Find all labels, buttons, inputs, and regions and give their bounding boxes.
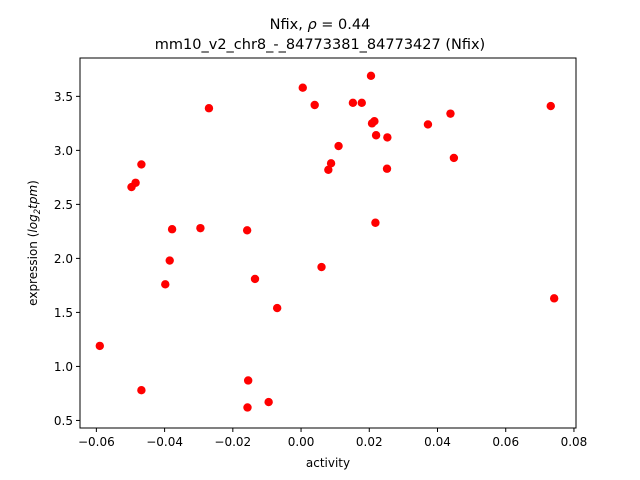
y-axis: 0.5 1.0 1.5 2.0 2.5 3.0 3.5 xyxy=(54,90,80,428)
data-point xyxy=(317,262,326,272)
data-point xyxy=(446,109,455,118)
y-tick-label: 3.5 xyxy=(54,90,73,104)
data-point xyxy=(423,120,433,129)
x-tick-label: −0.06 xyxy=(78,435,115,449)
x-tick-label: 0.06 xyxy=(492,435,519,449)
data-point xyxy=(348,98,358,108)
x-tick-label: 0.02 xyxy=(356,435,383,449)
x-tick-label: 0.04 xyxy=(424,435,451,449)
y-tick-label: 1.5 xyxy=(54,306,73,320)
data-point xyxy=(243,376,253,385)
data-point xyxy=(137,385,146,395)
data-point xyxy=(383,133,392,142)
data-point xyxy=(326,159,336,168)
data-point xyxy=(264,397,273,407)
y-tick-label: 2.0 xyxy=(54,252,73,266)
data-point xyxy=(131,178,140,187)
data-point xyxy=(357,98,366,108)
data-point xyxy=(549,294,559,303)
data-point xyxy=(137,160,146,169)
data-point xyxy=(370,117,379,126)
data-point xyxy=(324,165,333,175)
data-point xyxy=(196,223,205,233)
data-point xyxy=(243,403,252,412)
y-tick-label: 2.5 xyxy=(54,198,73,212)
data-point xyxy=(161,280,170,289)
data-point xyxy=(371,131,381,140)
data-point xyxy=(449,153,459,163)
chart-title-line2: mm10_v2_chr8_-_84773381_84773427 (Nfix) xyxy=(155,37,485,53)
data-point xyxy=(298,83,307,92)
data-point xyxy=(366,71,376,81)
data-points xyxy=(95,71,559,412)
data-point xyxy=(242,226,252,235)
data-point xyxy=(382,164,392,173)
data-point xyxy=(95,341,104,351)
y-tick-label: 0.5 xyxy=(54,414,73,428)
y-tick-label: 3.0 xyxy=(54,144,73,158)
x-axis-label: activity xyxy=(306,456,350,470)
data-point xyxy=(204,104,214,113)
x-tick-label: 0.00 xyxy=(288,435,315,449)
data-point xyxy=(310,100,319,110)
data-point xyxy=(546,101,555,111)
y-tick-label: 1.0 xyxy=(54,360,73,374)
x-tick-label: −0.04 xyxy=(146,435,183,449)
data-point xyxy=(165,256,174,265)
x-tick-label: −0.02 xyxy=(214,435,251,449)
data-point xyxy=(250,274,260,284)
chart-title-line1: Nfix, ρ = 0.44 xyxy=(270,17,371,33)
plot-frame xyxy=(79,57,577,429)
y-axis-label: expression (log2tpm) xyxy=(26,180,43,306)
x-tick-label: 0.08 xyxy=(561,435,588,449)
data-point xyxy=(334,141,343,151)
x-axis: −0.06 −0.04 −0.02 0.00 0.02 0.04 0.06 0.08 xyxy=(78,428,587,449)
data-point xyxy=(272,303,282,313)
data-point xyxy=(371,218,380,227)
data-point xyxy=(167,225,177,234)
